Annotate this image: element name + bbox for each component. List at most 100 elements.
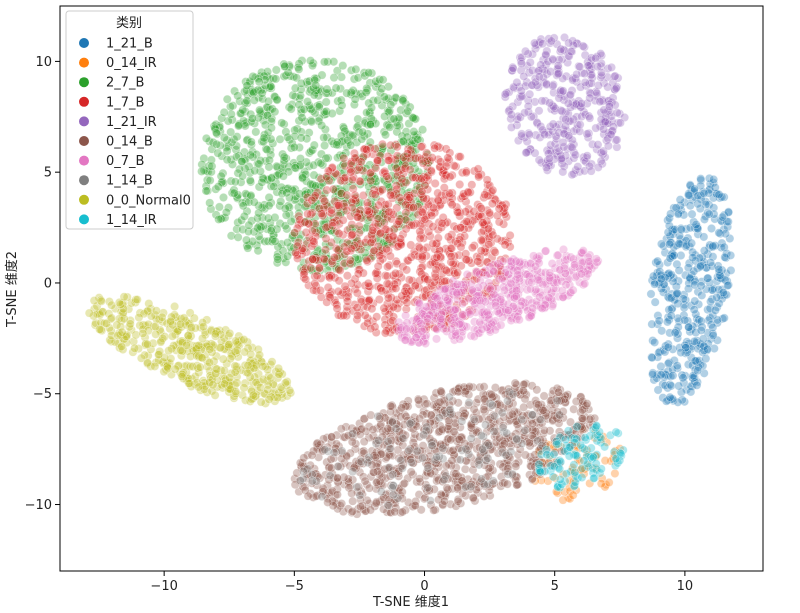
point — [461, 255, 471, 265]
point — [431, 334, 441, 344]
point — [337, 499, 347, 509]
point — [558, 138, 568, 148]
point — [503, 396, 513, 406]
point — [566, 46, 576, 56]
point — [688, 253, 698, 263]
point — [487, 400, 497, 410]
point — [317, 492, 327, 502]
point — [231, 145, 241, 155]
point — [197, 353, 207, 363]
point — [388, 490, 398, 500]
point — [170, 301, 180, 311]
point — [693, 366, 703, 376]
point — [340, 281, 350, 291]
point — [655, 266, 665, 276]
point — [476, 235, 486, 245]
point — [502, 479, 512, 489]
point — [536, 415, 546, 425]
point — [668, 276, 678, 286]
point — [405, 419, 415, 429]
point — [591, 421, 601, 431]
point — [411, 333, 421, 343]
point — [497, 274, 507, 284]
point — [258, 361, 268, 371]
point — [151, 306, 161, 316]
point — [434, 413, 444, 423]
point — [676, 347, 686, 357]
point — [519, 402, 529, 412]
point — [689, 217, 699, 227]
point — [661, 370, 671, 380]
point — [648, 271, 658, 281]
point — [300, 217, 310, 227]
point — [604, 102, 614, 112]
legend-label: 1_21_B — [106, 37, 153, 52]
point — [275, 134, 285, 144]
point — [460, 387, 470, 397]
point — [357, 424, 367, 434]
point — [383, 262, 393, 272]
point — [603, 141, 613, 151]
point — [352, 288, 362, 298]
point — [425, 496, 435, 506]
point — [427, 441, 437, 451]
point — [443, 153, 453, 163]
point — [580, 77, 590, 87]
point — [572, 69, 582, 79]
legend-label: 0_0_Normal0 — [106, 193, 191, 208]
legend-label: 0_14_IR — [106, 56, 157, 71]
point — [665, 239, 675, 249]
point — [525, 89, 535, 99]
point — [177, 371, 187, 381]
point — [565, 494, 575, 504]
legend-marker — [79, 116, 89, 127]
point — [689, 372, 699, 382]
point — [257, 88, 267, 98]
point — [506, 122, 516, 132]
legend-marker — [79, 57, 89, 68]
point — [708, 252, 718, 262]
point — [346, 167, 356, 177]
point — [696, 316, 706, 326]
point — [353, 269, 363, 279]
point — [143, 339, 153, 349]
point — [290, 228, 300, 238]
point — [391, 163, 401, 173]
point — [451, 304, 461, 314]
point — [671, 289, 681, 299]
point — [401, 335, 411, 345]
point — [386, 401, 396, 411]
point — [699, 188, 709, 198]
point — [563, 98, 573, 108]
point — [526, 311, 536, 321]
point — [170, 364, 180, 374]
point — [384, 207, 394, 217]
point — [272, 161, 282, 171]
point — [167, 331, 177, 341]
point — [205, 358, 215, 368]
point — [216, 171, 226, 181]
legend-title: 类别 — [116, 16, 142, 31]
point — [307, 226, 317, 236]
point — [714, 228, 724, 238]
legend-label: 1_7_B — [106, 95, 144, 110]
point — [362, 255, 372, 265]
point — [290, 163, 300, 173]
point — [436, 314, 446, 324]
point — [443, 232, 453, 242]
point — [596, 479, 606, 489]
point — [659, 279, 669, 289]
point — [406, 240, 416, 250]
point — [558, 245, 568, 255]
point — [428, 239, 438, 249]
point — [302, 97, 312, 107]
point — [184, 378, 194, 388]
point — [666, 381, 676, 391]
point — [498, 256, 508, 266]
point — [379, 92, 389, 102]
point — [323, 282, 333, 292]
point — [389, 114, 399, 124]
point — [564, 482, 574, 492]
point — [702, 273, 712, 283]
